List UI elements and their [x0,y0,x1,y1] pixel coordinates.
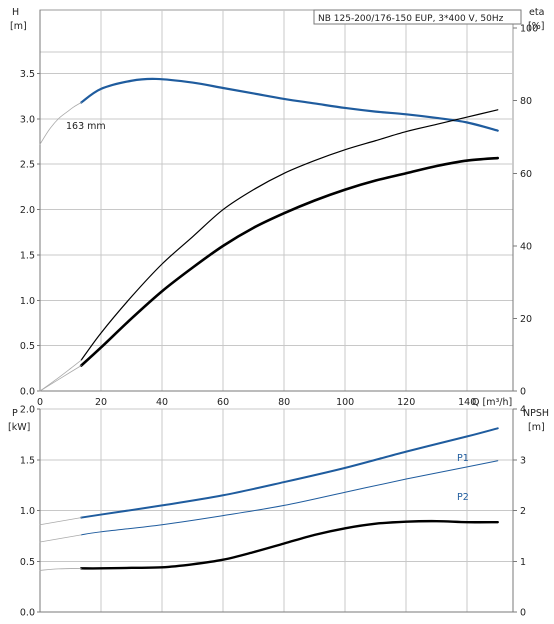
top-right-tick-label: 80 [520,96,532,107]
title-box [313,9,522,25]
top-left-tick-label: 3.5 [20,69,35,80]
y-label-right-top-2: [%] [528,21,544,32]
top-right-tick-label: 100 [520,24,538,35]
bot-right-tick-label: 4 [520,405,526,416]
bot-series-p2 [80,460,499,536]
x-axis-label: Q [m³/h] [472,397,512,408]
bottom-panel-grid [37,408,517,613]
top-right-tick-label: 0 [520,387,526,398]
top-left-tick-label: 1.0 [20,296,35,307]
bot-left-tick-label: 1.5 [20,455,35,466]
bot-series-p1-ext [39,517,82,526]
x-tick-label: 120 [397,397,415,408]
top-left-tick-label: 1.5 [20,250,35,261]
top-panel-grid [37,9,517,392]
tick-labels: 0.00.51.01.52.02.53.03.50204060801000.00… [20,24,538,619]
top-series-eta-upper [80,109,499,361]
bot-series-p1 [80,427,499,519]
y-label-left-bottom-1: P [12,408,18,419]
top-left-tick-label: 2.0 [20,205,35,216]
y-label-left-bottom-2: [kW] [8,422,30,433]
x-tick-label: 140 [458,397,476,408]
top-panel-frame [39,9,514,392]
x-tick-label: 80 [278,397,290,408]
x-tick-label: 40 [156,397,168,408]
y-label-right-top-1: eta [529,7,544,18]
top-series-eta-lower [79,156,500,367]
top-right-tick-label: 20 [520,314,532,325]
y-label-right-bottom-2: [m] [528,422,545,433]
x-tick-label: 0 [37,397,43,408]
bot-left-tick-label: 0.0 [20,608,35,619]
y-label-right-bottom-1: NPSH [523,408,549,419]
top-left-tick-label: 3.0 [20,114,35,125]
bot-left-tick-label: 1.0 [20,506,35,517]
chart-title: NB 125-200/176-150 EUP, 3*400 V, 50Hz [318,14,504,24]
bot-right-tick-label: 3 [520,455,526,466]
y-label-left-top-2: [m] [10,21,27,32]
series-label-p2: P2 [457,492,469,503]
bot-series-p2-ext [39,534,82,543]
curve-annotation: 163 mm [66,121,106,132]
top-left-tick-label: 2.5 [20,160,35,171]
top-right-tick-label: 40 [520,241,532,252]
bot-right-tick-label: 0 [520,608,526,619]
top-series-eta-ext-b [39,365,82,392]
bot-left-tick-label: 0.5 [20,557,35,568]
bot-series-npsh [79,519,499,570]
top-right-tick-label: 60 [520,169,532,180]
bot-series-npsh-ext [39,567,82,571]
bot-right-tick-label: 1 [520,557,526,568]
x-tick-label: 20 [95,397,107,408]
top-series-h [80,77,499,132]
bottom-panel-series [39,427,499,571]
top-left-tick-label: 0.0 [20,387,35,398]
top-panel-series [39,77,500,392]
bot-right-tick-label: 2 [520,506,526,517]
top-left-tick-label: 0.5 [20,341,35,352]
bot-left-tick-label: 2.0 [20,405,35,416]
top-series-eta-ext-a [39,359,82,392]
x-tick-label: 100 [336,397,354,408]
series-label-p1: P1 [457,453,469,464]
top-series-h-ext [39,102,82,145]
x-tick-label: 60 [217,397,229,408]
y-label-left-top-1: H [12,7,19,18]
